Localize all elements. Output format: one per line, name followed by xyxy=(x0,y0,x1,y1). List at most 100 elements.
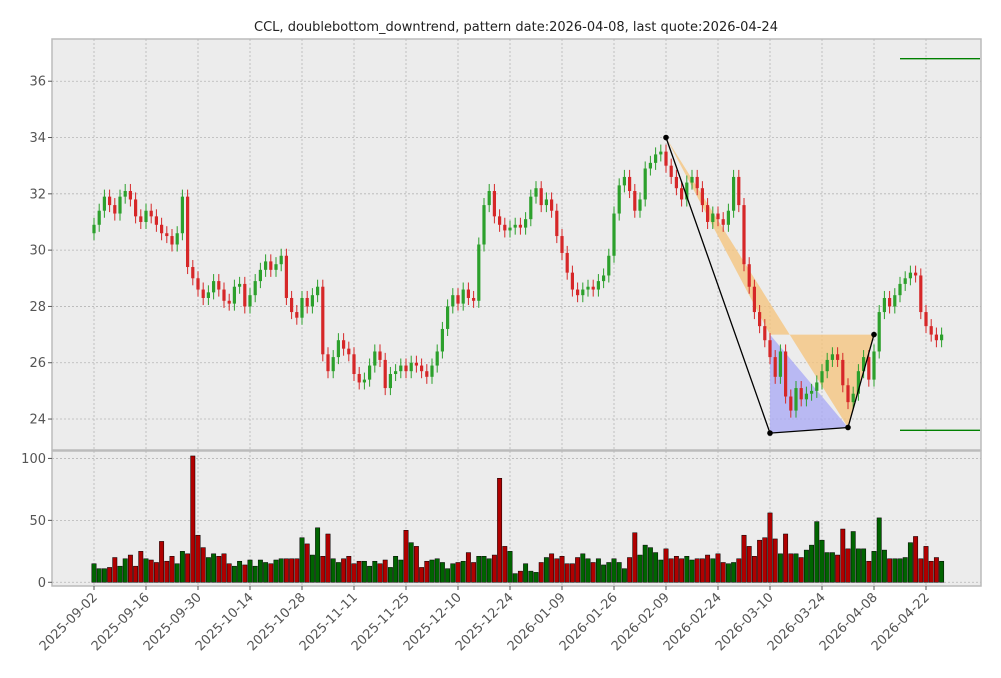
candle-body xyxy=(903,278,907,284)
candle-body xyxy=(867,357,871,380)
candle-body xyxy=(466,289,470,298)
volume-bar xyxy=(434,558,440,583)
candle-body xyxy=(888,297,892,307)
candle-body xyxy=(492,191,496,217)
candle-body xyxy=(628,176,632,192)
volume-bar xyxy=(424,560,430,583)
candle-body xyxy=(456,295,460,304)
candle-body xyxy=(498,216,502,225)
candle-body xyxy=(700,188,704,206)
pattern-fill-orange xyxy=(666,137,874,428)
candle-body xyxy=(123,191,127,197)
volume-bar xyxy=(809,544,815,583)
volume-bar xyxy=(569,563,575,583)
candle-body xyxy=(404,365,408,372)
candle-body xyxy=(721,219,725,225)
candle-body xyxy=(212,281,216,293)
volume-bar xyxy=(928,560,934,583)
candle-body xyxy=(321,286,325,355)
candle-body xyxy=(316,286,320,296)
volume-bar xyxy=(205,557,211,583)
volume-bar xyxy=(689,559,695,583)
candle-body xyxy=(352,354,356,374)
volume-bar xyxy=(767,512,773,583)
volume-bar xyxy=(933,557,939,583)
candle-body xyxy=(836,354,840,360)
candle-body xyxy=(139,216,143,222)
volume-bar xyxy=(580,553,586,583)
volume-bar xyxy=(143,558,149,583)
candle-body xyxy=(695,176,699,189)
volume-bar xyxy=(174,563,180,583)
candle-body xyxy=(378,351,382,360)
volume-bar xyxy=(538,562,544,583)
volume-bar xyxy=(746,546,752,583)
volume-bar xyxy=(289,558,295,583)
volume-bar xyxy=(481,556,487,583)
candle-body xyxy=(872,351,876,380)
candle-body xyxy=(238,283,242,287)
volume-bar xyxy=(268,563,274,583)
candle-body xyxy=(815,382,819,391)
volume-bar xyxy=(216,556,222,583)
candle-body xyxy=(305,297,309,307)
volume-bar xyxy=(543,557,549,583)
volume-bar xyxy=(559,556,565,583)
candle-body xyxy=(383,359,387,389)
candle-body xyxy=(446,306,450,329)
candle-body xyxy=(191,267,195,279)
candle-body xyxy=(570,272,574,290)
candle-body xyxy=(752,286,756,313)
candle-body xyxy=(175,233,179,245)
candle-body xyxy=(617,185,621,214)
candle-body xyxy=(170,236,174,245)
volume-bar xyxy=(96,568,102,583)
candle-body xyxy=(258,269,262,282)
candle-body xyxy=(430,365,434,377)
candlesticks xyxy=(92,144,944,418)
volume-bar xyxy=(148,559,154,583)
volume-bar xyxy=(845,548,851,583)
volume-bar xyxy=(663,548,669,583)
volume-bar xyxy=(304,543,310,583)
candle-body xyxy=(669,165,673,177)
candle-body xyxy=(706,205,710,222)
volume-bar xyxy=(819,539,825,583)
volume-bar xyxy=(465,552,471,583)
volume-bar xyxy=(881,549,887,583)
candle-body xyxy=(108,196,112,206)
candle-body xyxy=(778,351,782,377)
volume-bar xyxy=(356,560,362,583)
candle-body xyxy=(134,199,138,217)
volume-bar xyxy=(502,546,508,583)
candle-body xyxy=(269,261,273,270)
candle-body xyxy=(664,151,668,166)
candle-body xyxy=(227,300,231,304)
candle-body xyxy=(118,196,122,214)
volume-axis-ticks: 0 50 100 xyxy=(21,452,52,591)
candle-body xyxy=(331,357,335,372)
volume-bar xyxy=(512,573,518,583)
candle-body xyxy=(206,292,210,298)
candle-body xyxy=(524,219,528,228)
volume-bar xyxy=(611,558,617,583)
candle-body xyxy=(830,354,834,360)
candle-body xyxy=(357,373,361,383)
candle-body xyxy=(581,289,585,296)
candle-body xyxy=(373,351,377,366)
volume-bar xyxy=(471,562,477,583)
volume-bar xyxy=(913,536,919,583)
volume-bar xyxy=(242,564,248,583)
candle-body xyxy=(919,275,923,313)
candle-body xyxy=(856,371,860,394)
candle-body xyxy=(347,348,351,355)
volume-bar xyxy=(590,562,596,583)
price-tick-label: 32 xyxy=(29,187,46,202)
volume-bar xyxy=(211,553,217,583)
volume-bar xyxy=(621,568,627,583)
volume-bar xyxy=(367,565,373,583)
volume-bar xyxy=(294,558,300,583)
volume-bar xyxy=(486,558,492,583)
volume-bar xyxy=(772,538,778,583)
candle-body xyxy=(97,210,101,225)
